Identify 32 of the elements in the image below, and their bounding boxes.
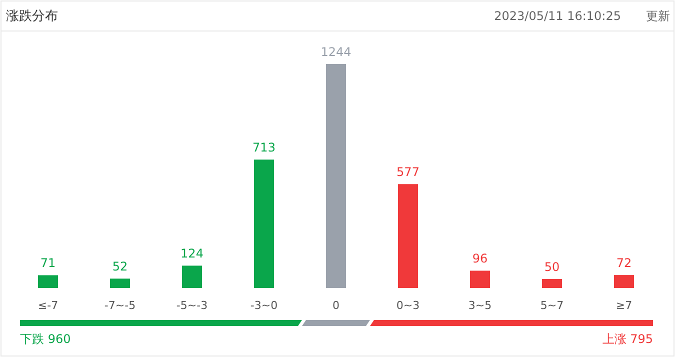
x-tick-label: 0 [332,299,340,312]
x-tick-label: -3~0 [250,299,278,312]
data-label: 124 [180,246,204,261]
x-tick-label: 3~5 [468,299,492,312]
x-tick-label: 5~7 [540,299,564,312]
bar [614,275,634,288]
bar [470,270,490,288]
bar [38,275,58,288]
x-tick-label: -7~-5 [104,299,136,312]
x-tick-label: 0~3 [396,299,420,312]
chart-subtitle: 2023/05/11 16:10:25 [494,9,621,23]
x-tick-label: -5~-3 [176,299,208,312]
data-label: 96 [472,252,488,266]
data-label: 71 [40,256,56,270]
bar [398,184,418,288]
bar [254,160,274,288]
bar [326,64,346,288]
bar [182,266,202,288]
text: 下跌 960 [20,332,71,346]
data-label: 713 [252,140,276,155]
bar [110,278,130,288]
data-label: 1244 [320,45,352,59]
bar [542,278,562,288]
data-label: 50 [544,260,560,274]
text: 上涨 795 [602,332,653,346]
data-label: 52 [112,260,128,274]
x-tick-label: ≤-7 [38,299,58,312]
data-label: 72 [616,256,632,270]
chart-title: 涨跌分布 [6,9,58,24]
x-tick-label: ≥7 [616,299,632,312]
data-label: 577 [396,165,420,180]
text: 更新 [646,9,670,23]
